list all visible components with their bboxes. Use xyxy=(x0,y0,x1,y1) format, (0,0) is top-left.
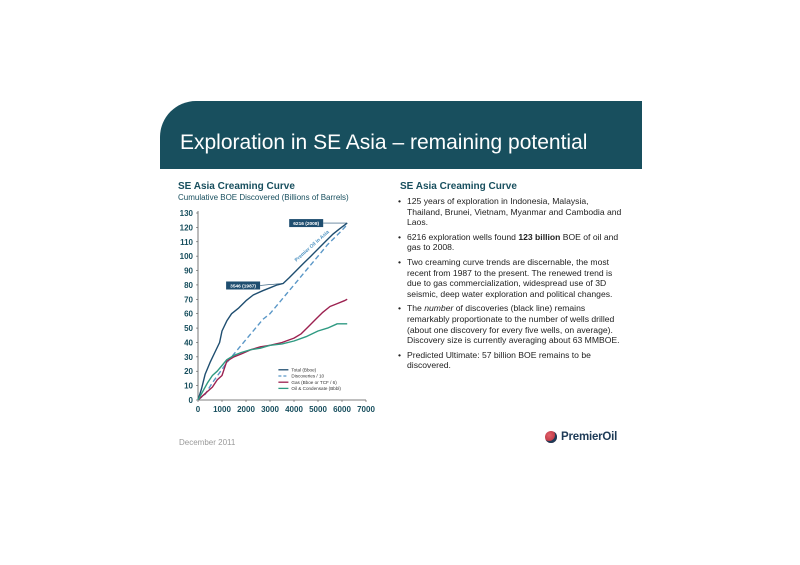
bullet-text: The xyxy=(407,303,425,314)
x-tick-label: 4000 xyxy=(285,405,303,414)
x-tick-label: 7000 xyxy=(357,405,375,414)
premier-oil-logo-icon xyxy=(545,431,557,443)
x-tick-label: 5000 xyxy=(309,405,327,414)
chart-title: SE Asia Creaming Curve xyxy=(178,181,295,192)
annotation-leader-1987 xyxy=(260,283,284,286)
y-tick-label: 130 xyxy=(180,209,194,218)
x-tick-label: 1000 xyxy=(213,405,231,414)
bullet-text: 123 billion xyxy=(518,231,561,242)
page-title: Exploration in SE Asia – remaining poten… xyxy=(180,131,588,154)
series-line-3 xyxy=(197,323,348,401)
legend-label-0: Total (Bboe) xyxy=(291,367,316,372)
bullet-item: • 6216 exploration wells found 123 billio… xyxy=(398,232,623,253)
bullet-text: of discoveries (black line) remains rema… xyxy=(407,303,620,346)
x-tick-label: 6000 xyxy=(333,405,351,414)
y-tick-label: 100 xyxy=(180,252,194,261)
footer-date: December 2011 xyxy=(179,438,236,447)
bullet-item: • Predicted Ultimate: 57 billion BOE rema… xyxy=(398,350,623,371)
y-tick-label: 80 xyxy=(184,281,193,290)
bullet-item: • The number of discoveries (black line) … xyxy=(398,303,623,345)
bullet-dot: • xyxy=(398,196,402,206)
y-tick-label: 120 xyxy=(180,223,194,232)
bullet-dot: • xyxy=(398,256,402,267)
series-line-1 xyxy=(197,224,348,401)
y-tick-label: 70 xyxy=(184,295,193,304)
annotation-label-1987: 3546 (1987) xyxy=(230,283,256,289)
y-tick-label: 50 xyxy=(184,324,193,333)
annotation-label-2008: 6216 (2008) xyxy=(293,221,319,227)
bullets-title: SE Asia Creaming Curve xyxy=(400,181,517,192)
bullet-dot: • xyxy=(398,303,402,314)
x-tick-label: 3000 xyxy=(261,405,279,414)
annotation-box-1987 xyxy=(226,281,261,290)
legend-label-2: Gas (Bboe or TCF / 6) xyxy=(291,380,337,385)
series-line-0 xyxy=(197,222,348,401)
annotation-box-2008 xyxy=(289,219,324,228)
y-tick-label: 10 xyxy=(184,382,193,391)
bullet-item: • 125 years of exploration in Indonesia, … xyxy=(398,196,623,228)
y-tick-label: 0 xyxy=(189,396,194,405)
chart-subtitle: Cumulative BOE Discovered (Billions of B… xyxy=(178,193,349,202)
annotation-premier-oil-in-asia: Premier Oil in Asia xyxy=(294,229,331,263)
bullet-item: • Two creaming curve trends are discernab… xyxy=(398,257,623,299)
y-tick-label: 40 xyxy=(184,338,193,347)
bullet-text: 125 years of exploration in Indonesia, M… xyxy=(407,196,622,228)
x-tick-label: 0 xyxy=(196,405,201,414)
bullet-text: 6216 exploration wells found xyxy=(407,231,519,242)
premier-oil-logo: PremierOil xyxy=(545,431,617,443)
bullet-list: • 125 years of exploration in Indonesia, … xyxy=(398,196,623,375)
legend-label-3: Oil & Condensate (Bbbl) xyxy=(291,386,341,391)
y-tick-label: 20 xyxy=(184,367,193,376)
bullet-text: Predicted Ultimate: 57 billion BOE remai… xyxy=(407,349,591,371)
title-banner: Exploration in SE Asia – remaining poten… xyxy=(160,101,642,169)
y-tick-label: 110 xyxy=(180,238,193,247)
bullet-text: number xyxy=(424,303,454,314)
logo-text: PremierOil xyxy=(561,431,618,443)
y-tick-label: 60 xyxy=(184,310,193,319)
bullet-text: Two creaming curve trends are discernabl… xyxy=(407,256,613,299)
y-tick-label: 30 xyxy=(184,353,193,362)
x-tick-label: 2000 xyxy=(237,405,255,414)
creaming-curve-chart: 0 10 20 30 40 50 60 70 80 90 100 110 120 130 0 1000 2000… xyxy=(180,209,376,414)
bullet-dot: • xyxy=(398,231,402,242)
legend-label-1: Discoveries / 10 xyxy=(291,374,324,379)
y-tick-label: 90 xyxy=(184,267,193,276)
bullet-text: BOE of oil and gas to 2008. xyxy=(407,231,619,253)
bullet-dot: • xyxy=(398,349,402,360)
